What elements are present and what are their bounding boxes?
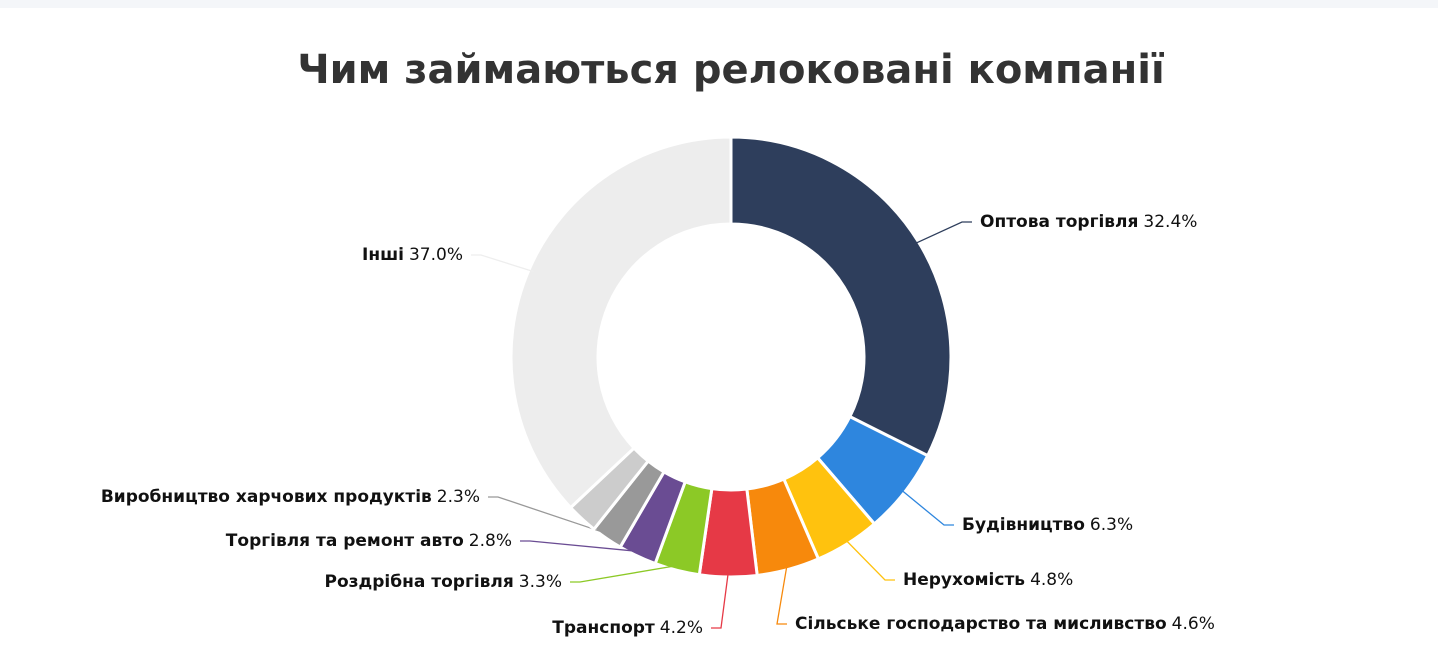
label-value: 37.0% [409, 245, 463, 265]
label-value: 6.3% [1090, 515, 1133, 535]
data-label: Будівництво 6.3% [962, 515, 1133, 535]
label-value: 32.4% [1143, 212, 1197, 232]
connector [488, 496, 610, 536]
label-name: Сільське господарство та мисливство [795, 614, 1167, 634]
label-name: Торгівля та ремонт авто [226, 531, 464, 551]
data-label: Роздрібна торгівля 3.3% [325, 572, 563, 592]
label-name: Будівництво [962, 515, 1085, 535]
connector [913, 221, 972, 245]
data-label: Транспорт 4.2% [552, 618, 703, 638]
label-name: Нерухомість [903, 570, 1025, 590]
label-name: Інші [362, 245, 404, 265]
label-name: Оптова торгівля [980, 212, 1138, 232]
connector [570, 564, 679, 583]
chart-title: Чим займаються релоковані компанії [297, 47, 1164, 93]
connector [844, 538, 895, 581]
label-value: 4.2% [660, 618, 703, 638]
connector [776, 564, 788, 625]
data-label: Торгівля та ремонт авто 2.8% [226, 531, 512, 551]
donut-segment [509, 135, 733, 510]
connector [471, 254, 534, 273]
label-value: 4.8% [1030, 570, 1073, 590]
connector [520, 540, 640, 553]
label-value: 4.6% [1172, 614, 1215, 634]
connector [900, 488, 954, 526]
label-value: 2.8% [469, 531, 512, 551]
data-label: Оптова торгівля 32.4% [980, 212, 1197, 232]
label-value: 2.3% [437, 487, 480, 507]
top-bar [0, 0, 1438, 8]
connector [711, 571, 729, 629]
donut-segment [729, 135, 953, 458]
label-value: 3.3% [519, 572, 562, 592]
label-name: Роздрібна торгівля [325, 572, 514, 592]
data-label: Сільське господарство та мисливство 4.6% [795, 614, 1215, 634]
label-name: Транспорт [552, 618, 655, 638]
data-label: Інші 37.0% [362, 245, 463, 265]
data-label: Виробництво харчових продуктів 2.3% [101, 487, 480, 507]
label-name: Виробництво харчових продуктів [101, 487, 432, 507]
data-label: Нерухомість 4.8% [903, 570, 1073, 590]
